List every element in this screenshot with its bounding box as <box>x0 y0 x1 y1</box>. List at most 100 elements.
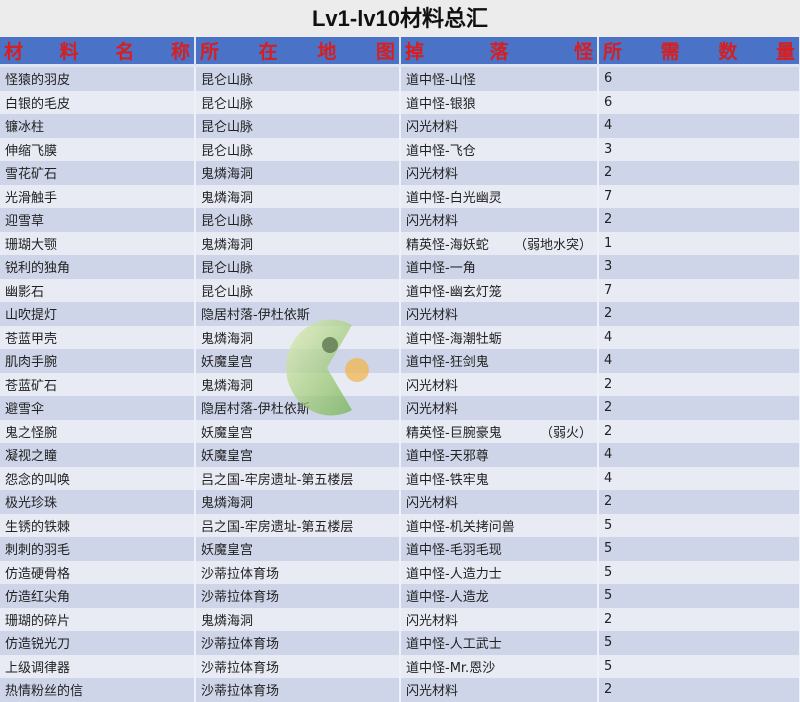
table-row: 极光珍珠 鬼燐海洞 闪光材料 2 <box>0 490 800 514</box>
material-name-cell-text: 苍蓝矿石 <box>5 378 58 394</box>
table-row: 幽影石 昆仑山脉 道中怪-幽玄灯笼 7 <box>0 278 800 302</box>
map-cell-text: 昆仑山脉 <box>201 120 254 136</box>
drop-monster-cell: 闪光材料 <box>400 396 599 420</box>
drop-monster-cell: 道中怪-狂剑鬼 <box>400 349 599 373</box>
drop-monster-cell-text: 闪光材料 <box>406 684 459 700</box>
material-name-cell: 锐利的独角 <box>0 255 196 279</box>
quantity-cell: 5 <box>598 584 800 608</box>
map-cell-text: 昆仑山脉 <box>201 214 254 230</box>
material-name-cell-text: 生锈的铁棘 <box>5 519 71 535</box>
map-cell: 昆仑山脉 <box>195 137 401 161</box>
quantity-cell-text: 5 <box>604 517 613 533</box>
table-row: 锐利的独角 昆仑山脉 道中怪-一角 3 <box>0 255 800 279</box>
table-row: 镰冰柱 昆仑山脉 闪光材料 4 <box>0 114 800 138</box>
table-row: 避雪伞 隐居村落-伊杜依斯 闪光材料 2 <box>0 396 800 420</box>
material-name-cell: 生锈的铁棘 <box>0 513 196 537</box>
drop-monster-cell-text: 道中怪-Mr.恩沙 <box>406 660 496 676</box>
drop-monster-cell-text: 闪光材料 <box>406 496 459 512</box>
drop-monster-cell-text: 道中怪-人造龙 <box>406 590 489 606</box>
map-cell: 沙蒂拉体育场 <box>195 560 401 584</box>
map-cell: 昆仑山脉 <box>195 255 401 279</box>
material-name-cell: 光滑触手 <box>0 184 196 208</box>
material-name-cell-text: 幽影石 <box>5 284 45 300</box>
quantity-cell: 4 <box>598 325 800 349</box>
drop-monster-cell-text: 道中怪-机关拷问兽 <box>406 519 515 535</box>
drop-monster-cell-text: 闪光材料 <box>406 613 459 629</box>
map-cell: 鬼燐海洞 <box>195 161 401 185</box>
quantity-cell-text: 5 <box>604 541 613 557</box>
quantity-cell-text: 4 <box>604 447 613 463</box>
drop-monster-cell-text: 道中怪-银狼 <box>406 96 476 112</box>
quantity-cell-text: 5 <box>604 588 613 604</box>
map-cell-text: 妖魔皇宫 <box>201 449 254 465</box>
map-cell-text: 妖魔皇宫 <box>201 425 254 441</box>
drop-monster-cell: 道中怪-机关拷问兽 <box>400 513 599 537</box>
header-map: 所在地图 <box>195 37 401 67</box>
drop-monster-cell: 道中怪-幽玄灯笼 <box>400 278 599 302</box>
material-name-cell-text: 珊瑚大颚 <box>5 237 58 253</box>
drop-monster-cell: 闪光材料 <box>400 114 599 138</box>
map-cell: 妖魔皇宫 <box>195 443 401 467</box>
quantity-cell: 1 <box>598 231 800 255</box>
table-row: 生锈的铁棘 吕之国-牢房遗址-第五楼层 道中怪-机关拷问兽 5 <box>0 513 800 537</box>
map-cell: 隐居村落-伊杜依斯 <box>195 396 401 420</box>
table-row: 迎雪草 昆仑山脉 闪光材料 2 <box>0 208 800 232</box>
material-name-cell: 热情粉丝的信 <box>0 678 196 702</box>
drop-monster-cell: （弱火） 精英怪-巨腕豪鬼 <box>400 419 599 443</box>
material-name-cell: 迎雪草 <box>0 208 196 232</box>
material-name-cell: 鬼之怪腕 <box>0 419 196 443</box>
map-cell: 昆仑山脉 <box>195 278 401 302</box>
quantity-cell: 2 <box>598 419 800 443</box>
drop-monster-cell: 道中怪-山怪 <box>400 65 599 91</box>
map-cell-text: 隐居村落-伊杜依斯 <box>201 402 310 418</box>
table-row: 珊瑚的碎片 鬼燐海洞 闪光材料 2 <box>0 607 800 631</box>
quantity-cell-text: 2 <box>604 423 613 439</box>
quantity-cell-text: 6 <box>604 71 613 87</box>
material-name-cell-text: 凝视之瞳 <box>5 449 58 465</box>
table-row: 刺刺的羽毛 妖魔皇宫 道中怪-毛羽毛现 5 <box>0 537 800 561</box>
quantity-cell: 3 <box>598 137 800 161</box>
drop-monster-cell-text: 精英怪-巨腕豪鬼 <box>406 425 502 441</box>
material-name-cell-text: 仿造硬骨格 <box>5 566 71 582</box>
drop-monster-cell: 道中怪-一角 <box>400 255 599 279</box>
quantity-cell-text: 2 <box>604 611 613 627</box>
material-name-cell: 珊瑚大颚 <box>0 231 196 255</box>
material-name-cell: 幽影石 <box>0 278 196 302</box>
map-cell: 鬼燐海洞 <box>195 607 401 631</box>
map-cell: 昆仑山脉 <box>195 114 401 138</box>
drop-monster-cell: 道中怪-银狼 <box>400 90 599 114</box>
map-cell-text: 妖魔皇宫 <box>201 543 254 559</box>
map-cell-text: 吕之国-牢房遗址-第五楼层 <box>201 472 354 488</box>
material-name-cell-text: 肌肉手腕 <box>5 355 58 371</box>
quantity-cell-text: 4 <box>604 118 613 134</box>
drop-monster-cell: 道中怪-海潮牡蛎 <box>400 325 599 349</box>
drop-monster-cell-text: 道中怪-白光幽灵 <box>406 190 502 206</box>
quantity-cell: 7 <box>598 184 800 208</box>
drop-monster-cell: 道中怪-人造龙 <box>400 584 599 608</box>
quantity-cell: 2 <box>598 372 800 396</box>
drop-monster-cell-text: 闪光材料 <box>406 167 459 183</box>
material-name-cell: 伸缩飞膜 <box>0 137 196 161</box>
quantity-cell: 2 <box>598 607 800 631</box>
quantity-cell: 2 <box>598 208 800 232</box>
drop-monster-cell-text: 道中怪-毛羽毛现 <box>406 543 502 559</box>
quantity-cell: 7 <box>598 278 800 302</box>
quantity-cell-text: 2 <box>604 682 613 698</box>
quantity-cell-text: 2 <box>604 400 613 416</box>
map-cell: 沙蒂拉体育场 <box>195 631 401 655</box>
map-cell: 沙蒂拉体育场 <box>195 584 401 608</box>
drop-monster-cell: 闪光材料 <box>400 161 599 185</box>
material-name-cell-text: 白银的毛皮 <box>5 96 71 112</box>
map-cell-text: 昆仑山脉 <box>201 143 254 159</box>
material-name-cell: 肌肉手腕 <box>0 349 196 373</box>
quantity-cell-text: 1 <box>604 235 613 251</box>
quantity-cell-text: 4 <box>604 470 613 486</box>
drop-monster-cell: 道中怪-人造力士 <box>400 560 599 584</box>
map-cell-text: 沙蒂拉体育场 <box>201 684 280 700</box>
quantity-cell: 4 <box>598 349 800 373</box>
quantity-cell: 4 <box>598 466 800 490</box>
quantity-cell-text: 5 <box>604 564 613 580</box>
weakness-note: （弱地水突） <box>513 237 592 253</box>
table-row: 山吹提灯 隐居村落-伊杜依斯 闪光材料 2 <box>0 302 800 326</box>
material-name-cell: 仿造硬骨格 <box>0 560 196 584</box>
